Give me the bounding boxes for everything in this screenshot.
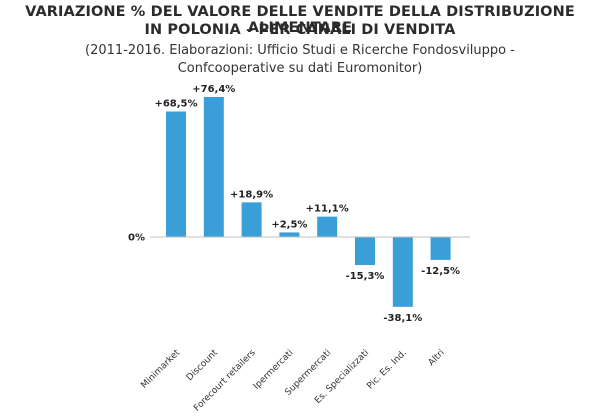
chart-subtitle-line-2: Confcooperative su dati Euromonitor) xyxy=(177,61,423,76)
data-label-7: -12,5% xyxy=(421,266,460,277)
bar-3 xyxy=(279,232,300,237)
chart-title-line-1: VARIAZIONE % DEL VALORE DELLE VENDITE DE… xyxy=(25,4,575,36)
data-label-6: -38,1% xyxy=(383,313,422,324)
bar-6 xyxy=(392,237,413,307)
data-label-5: -15,3% xyxy=(346,271,385,282)
chart-subtitle-line-1: (2011-2016. Elaborazioni: Ufficio Studi … xyxy=(85,43,515,58)
data-label-3: +2,5% xyxy=(271,219,307,230)
bar-7 xyxy=(430,237,451,260)
bars-group xyxy=(166,97,451,307)
bar-1 xyxy=(203,97,224,237)
data-label-0: +68,5% xyxy=(154,98,197,109)
zero-axis-label: 0% xyxy=(128,233,145,244)
category-tick-6: Pic. Es. Ind. xyxy=(365,348,408,391)
data-label-2: +18,9% xyxy=(230,189,273,200)
bar-2 xyxy=(241,202,262,237)
data-label-1: +76,4% xyxy=(192,84,235,95)
chart-title-line-2: IN POLONIA – PER CANALI DI VENDITA xyxy=(144,22,456,38)
category-tick-0: Minimarket xyxy=(139,348,182,391)
data-labels-group: +68,5% +76,4% +18,9% +2,5% +11,1% -15,3% -38,1… xyxy=(154,84,460,324)
bar-5 xyxy=(355,237,375,266)
category-tick-1: Discount xyxy=(185,348,220,383)
category-tick-7: Altri xyxy=(427,348,447,368)
data-label-4: +11,1% xyxy=(306,204,349,215)
bar-4 xyxy=(317,216,338,237)
bar-0 xyxy=(166,111,186,237)
